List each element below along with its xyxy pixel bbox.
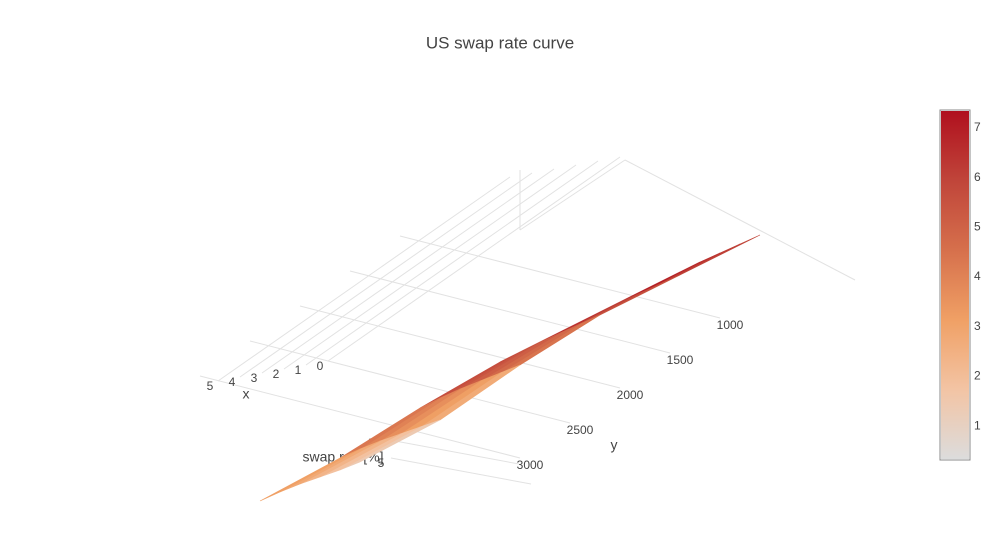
axis-edge	[624, 159, 856, 281]
y-tick-label: 1000	[717, 318, 744, 332]
colorbar-tick-label: 5	[974, 220, 981, 234]
grid-line	[399, 235, 721, 319]
colorbar-tick-label: 6	[974, 170, 981, 184]
y-tick-label: 2000	[617, 388, 644, 402]
x-tick-label: 0	[317, 359, 324, 373]
x-tick-label: 2	[273, 367, 280, 381]
grid-line	[390, 457, 532, 485]
z-tick-label: 5	[378, 456, 385, 470]
grid-line	[217, 176, 511, 382]
x-axis-title: x	[243, 386, 250, 402]
surface	[259, 234, 761, 502]
grid-line	[249, 340, 571, 424]
x-tick-label: 4	[229, 375, 236, 389]
grid-line	[327, 156, 621, 362]
surface-patch	[359, 388, 461, 450]
colorbar-tick-label: 1	[974, 418, 981, 432]
x-tick-label: 1	[295, 363, 302, 377]
grid-line	[305, 160, 599, 366]
axis-edge	[519, 159, 626, 231]
colorbar	[941, 111, 969, 459]
surface-patch	[259, 448, 361, 502]
grid-line	[349, 270, 671, 354]
y-axis-title: y	[611, 437, 618, 453]
y-tick-label: 2500	[567, 423, 594, 437]
y-tick-label: 3000	[517, 458, 544, 472]
grid-line	[378, 437, 520, 465]
surface-patch	[419, 364, 521, 428]
grid-line	[299, 305, 621, 389]
x-tick-label: 5	[207, 379, 214, 393]
colorbar-tick-label: 4	[974, 269, 981, 283]
surface-patch	[459, 332, 561, 390]
y-tick-label: 1500	[667, 353, 694, 367]
surface-patch	[379, 380, 481, 442]
grid-line	[239, 172, 533, 378]
grid-line	[261, 168, 555, 374]
x-tick-label: 3	[251, 371, 258, 385]
surface-patch	[479, 323, 581, 382]
colorbar-frame	[939, 109, 971, 461]
grid-line	[283, 164, 577, 370]
grid-line	[199, 375, 521, 459]
colorbar-tick-label: 3	[974, 319, 981, 333]
surface-patch	[499, 314, 601, 374]
colorbar-tick-label: 2	[974, 369, 981, 383]
colorbar-tick-label: 7	[974, 120, 981, 134]
chart-title: US swap rate curve	[426, 33, 574, 52]
surface-patch	[399, 372, 501, 435]
